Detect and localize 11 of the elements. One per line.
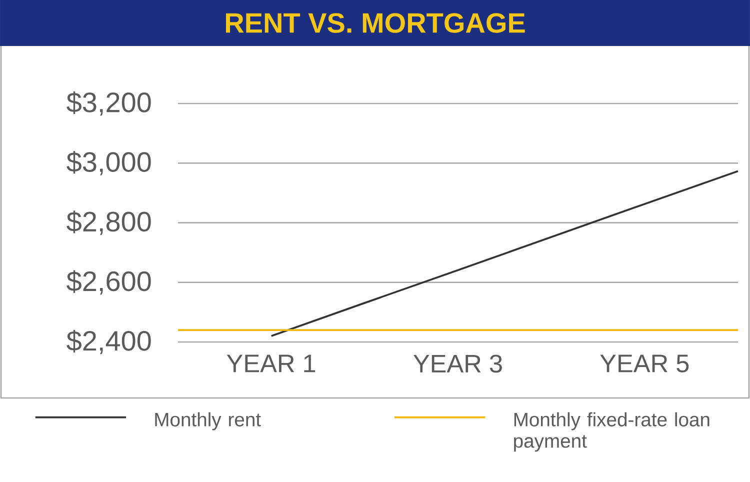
- legend-label: Monthly rent: [155, 412, 261, 430]
- y-tick-label: $2,800: [66, 210, 151, 235]
- y-tick-label: $3,000: [66, 150, 151, 176]
- y-tick-label: $2,400: [66, 330, 151, 354]
- chart-title: RENT VS. MORTGAGE: [226, 13, 525, 33]
- y-tick-label: $3,200: [66, 91, 151, 116]
- x-tick-label: YEAR 3: [414, 354, 502, 373]
- y-tick-label: $2,600: [66, 270, 151, 295]
- x-tick-label: YEAR 1: [226, 354, 316, 372]
- legend-label: Monthly fixed-rate loan payment: [514, 412, 710, 452]
- x-tick-label: YEAR 5: [600, 354, 689, 372]
